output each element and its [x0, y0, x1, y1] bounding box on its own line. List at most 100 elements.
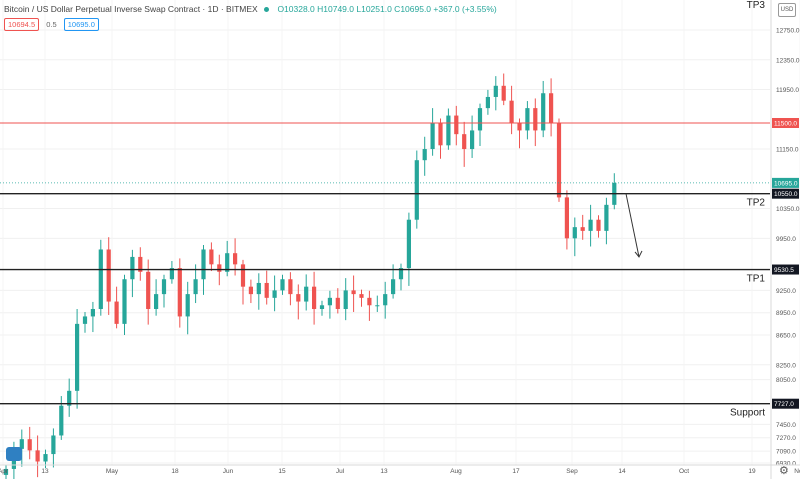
candle-body	[161, 279, 167, 295]
price-tick-label: 11150.0	[776, 147, 799, 154]
candle-body	[201, 249, 206, 280]
candle-body	[27, 439, 32, 451]
price-tick-label: 10350.0	[776, 206, 800, 213]
projection-arrow-shaft	[625, 193, 640, 258]
candle-body	[185, 294, 190, 317]
candle-body	[98, 249, 103, 309]
price-tick-label: 12750.0	[776, 28, 800, 35]
level-name-label: TP2	[747, 198, 766, 209]
candle-body	[501, 85, 506, 101]
price-tick-label: 8250.0	[776, 362, 796, 369]
candle-body	[225, 253, 230, 272]
candle-body	[564, 197, 569, 239]
time-tick-label: 15	[278, 468, 286, 475]
candle-body	[509, 100, 514, 123]
price-tick-label: 9250.0	[776, 288, 796, 295]
level-name-label: Support	[730, 408, 765, 419]
chart-header: Bitcoin / US Dollar Perpetual Inverse Sw…	[4, 4, 497, 14]
candle-body	[383, 294, 388, 306]
last-price-label: 10695.0	[774, 180, 798, 187]
ask-button[interactable]: 10695.0	[63, 18, 99, 31]
candle-body	[122, 279, 127, 324]
candle-body	[414, 160, 419, 220]
level-price-badge	[772, 398, 799, 409]
candle-body	[51, 435, 56, 455]
level-name-label: TP1	[747, 274, 766, 285]
candle-body	[209, 249, 214, 265]
price-tick-label: 6930.0	[776, 461, 796, 468]
candle-body	[146, 271, 151, 309]
level-name-label: TP3	[747, 0, 766, 11]
price-axis: 12750.0 12350.0 11950.0 11150.0 10350.0 9950.…	[770, 0, 800, 479]
level-price-label: 11500.0	[774, 120, 797, 127]
market-status-dot	[264, 7, 270, 13]
candle-body	[462, 134, 467, 150]
candle-body	[541, 93, 546, 131]
candle-body	[82, 316, 88, 324]
candle-body	[391, 279, 396, 295]
time-tick-label: Jun	[223, 468, 234, 475]
candle-body	[154, 294, 159, 309]
time-tick-label: 18	[171, 468, 179, 475]
candle-body	[454, 115, 459, 135]
price-tick-label: 7450.0	[776, 422, 796, 429]
candle-body	[169, 268, 174, 280]
candle-body	[296, 294, 301, 302]
projection-arrow	[625, 193, 643, 258]
candle-body	[256, 282, 261, 295]
ohlc-readout: O10328.0 H10749.0 L10251.0 C10695.0 +367…	[277, 4, 497, 14]
candle-body	[248, 286, 253, 295]
time-axis: Apr 13 May 18 Jun 15 Jul 13 Aug 17 Sep 14 Oct 19 Nov	[0, 464, 800, 475]
time-tick-label: 17	[512, 468, 520, 475]
gear-icon[interactable]: ⚙	[779, 465, 789, 477]
candle-body	[572, 227, 577, 239]
candle-body	[351, 290, 356, 295]
time-tick-label: Jul	[336, 468, 345, 475]
candle-body	[556, 122, 562, 198]
bid-button[interactable]: 10694.5	[4, 18, 40, 31]
price-tick-label: 8050.0	[776, 377, 796, 384]
candle-body	[114, 301, 119, 324]
candle-body	[525, 108, 530, 131]
time-tick-label: Aug	[450, 468, 462, 475]
price-tick-label: 8950.0	[776, 310, 796, 317]
candle-body	[343, 290, 348, 309]
level-price-label: 10550.0	[774, 191, 798, 198]
level-price-badge	[772, 117, 799, 128]
candle-body	[3, 468, 9, 475]
candle-body	[106, 249, 111, 302]
candle-body	[35, 450, 40, 462]
candle-body	[233, 253, 238, 265]
time-tick-label: May	[106, 468, 119, 475]
candle-body	[359, 294, 364, 298]
time-tick-label: Sep	[566, 468, 578, 475]
candle-body	[517, 122, 522, 131]
candle-body	[304, 286, 309, 302]
time-tick-label: 19	[748, 468, 756, 475]
price-tick-label: 8650.0	[776, 333, 796, 340]
candle-body	[335, 297, 340, 309]
spread-value: 0.5	[46, 20, 57, 29]
candle-body	[470, 130, 475, 150]
candle-body	[549, 93, 554, 123]
bid-ask-panel: 10694.5 0.5 10695.0	[4, 18, 99, 31]
candle-body	[430, 122, 435, 150]
candle-body	[272, 290, 277, 298]
candle-body	[19, 439, 24, 449]
price-tick-label: 7090.0	[776, 449, 796, 456]
candle-body	[217, 264, 222, 272]
candle-body	[604, 204, 609, 231]
horizontal-levels: 10695.0 TP3 11500.0 10550.0 TP2 9530.5 TP1 7727…	[0, 0, 799, 419]
last-price-badge	[772, 177, 799, 188]
candle-body	[446, 115, 451, 146]
candle-body	[177, 268, 182, 317]
currency-button[interactable]: USD	[778, 3, 796, 17]
candle-body	[533, 108, 538, 131]
tradingview-logo-icon[interactable]	[6, 447, 22, 461]
candle-body	[319, 305, 325, 309]
level-price-label: 7727.0	[774, 401, 794, 408]
time-tick-label: 14	[618, 468, 626, 475]
time-tick-label: Apr	[0, 468, 9, 475]
candle-body	[280, 279, 285, 291]
